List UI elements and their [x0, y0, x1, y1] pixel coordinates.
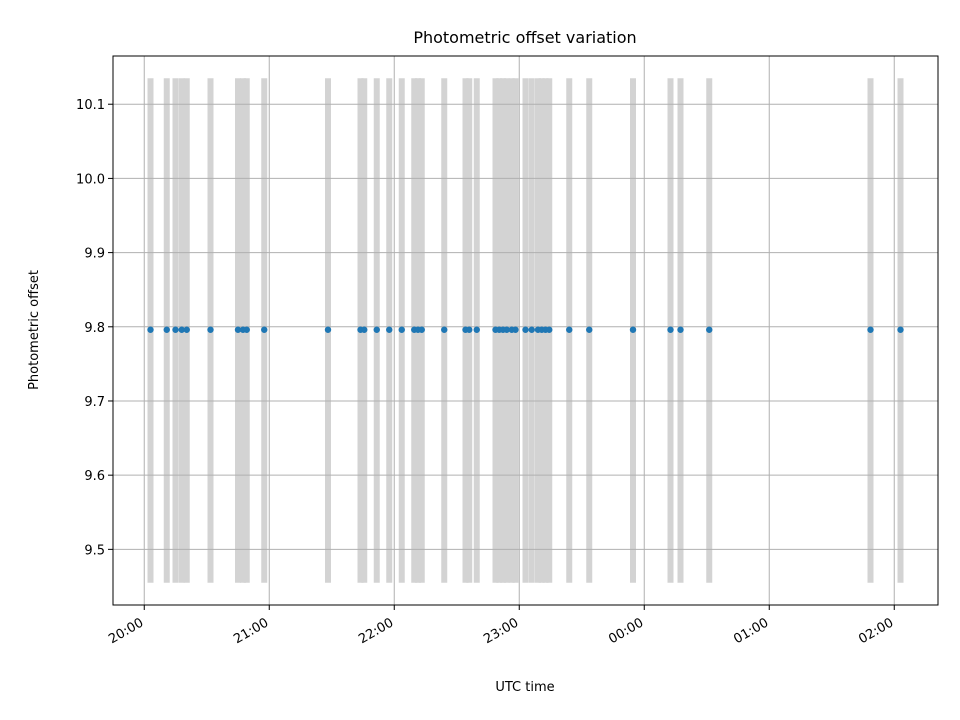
data-point [178, 326, 185, 333]
data-point [473, 326, 480, 333]
data-point [324, 326, 332, 333]
data-points [147, 326, 904, 333]
data-point [522, 326, 529, 333]
x-axis-label: UTC time [495, 680, 554, 695]
y-tick-label: 9.6 [84, 469, 105, 484]
data-point [466, 326, 473, 333]
grid-lines [113, 56, 938, 605]
y-axis-ticks: 9.5 9.6 9.7 9.8 9.9 10.0 10.1 [76, 98, 113, 558]
plot-frame [112, 55, 939, 606]
data-point [361, 326, 368, 333]
data-point [183, 326, 190, 333]
data-point [546, 326, 553, 333]
data-point [386, 326, 393, 333]
y-tick-label: 9.5 [84, 543, 105, 558]
chart-title: Photometric offset variation [413, 28, 636, 47]
y-axis-label: Photometric offset [27, 270, 42, 390]
data-point [207, 326, 214, 333]
data-point [867, 326, 874, 333]
data-point [566, 326, 573, 333]
y-tick-label: 9.9 [84, 247, 105, 262]
data-point [512, 326, 519, 333]
data-point [528, 326, 535, 333]
data-point [629, 326, 637, 333]
data-point [706, 326, 713, 333]
data-point [418, 326, 425, 333]
data-point [667, 326, 674, 333]
data-point [172, 326, 179, 333]
data-point [897, 326, 904, 333]
y-tick-label: 10.1 [76, 98, 105, 113]
y-tick-label: 9.7 [84, 395, 105, 410]
data-point [163, 326, 170, 333]
data-point [586, 326, 593, 333]
data-point [261, 326, 268, 333]
data-point [677, 326, 684, 333]
data-point [503, 326, 510, 333]
data-point [147, 326, 154, 333]
y-tick-label: 10.0 [76, 172, 105, 187]
data-point [441, 326, 448, 333]
data-point [398, 326, 405, 333]
data-point [243, 326, 250, 333]
data-point [234, 326, 242, 333]
y-tick-label: 9.8 [84, 321, 105, 336]
data-point [373, 326, 380, 333]
